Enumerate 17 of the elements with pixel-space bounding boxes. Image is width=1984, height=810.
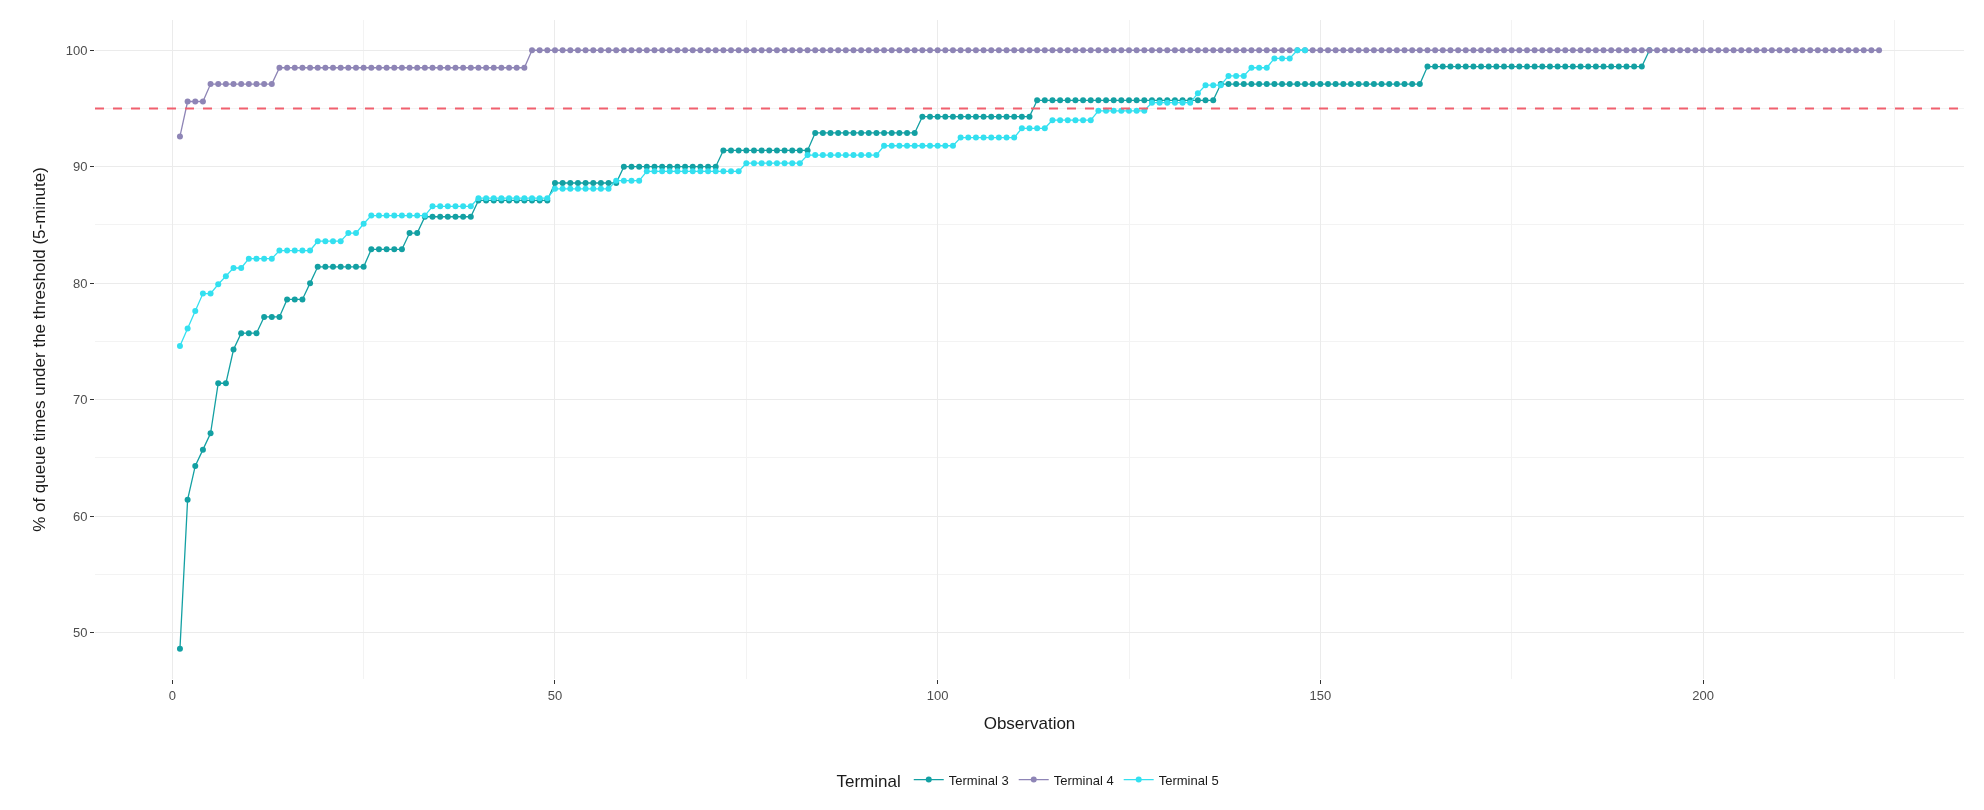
y-tick-label: 100 bbox=[65, 42, 88, 58]
x-axis-title: Observation bbox=[983, 714, 1076, 733]
legend-label: Terminal 3 bbox=[948, 772, 1009, 788]
legend-label: Terminal 4 bbox=[1053, 772, 1114, 788]
legend-title: Terminal bbox=[836, 771, 901, 791]
y-tick-label: 80 bbox=[72, 275, 88, 291]
y-tick-label: 70 bbox=[72, 392, 88, 408]
y-tick-label: 90 bbox=[72, 159, 88, 175]
y-tick-label: 60 bbox=[72, 508, 88, 524]
x-tick-label: 100 bbox=[926, 687, 949, 703]
y-tick-label: 50 bbox=[72, 624, 88, 640]
x-tick-label: 200 bbox=[1692, 687, 1714, 703]
x-tick-label: 50 bbox=[547, 687, 563, 703]
x-tick-label: 150 bbox=[1309, 687, 1332, 703]
y-axis-title: % of queue times under the threshold (5-minute) bbox=[30, 167, 50, 532]
x-tick-label: 0 bbox=[168, 687, 176, 703]
legend-label: Terminal 5 bbox=[1158, 772, 1219, 788]
